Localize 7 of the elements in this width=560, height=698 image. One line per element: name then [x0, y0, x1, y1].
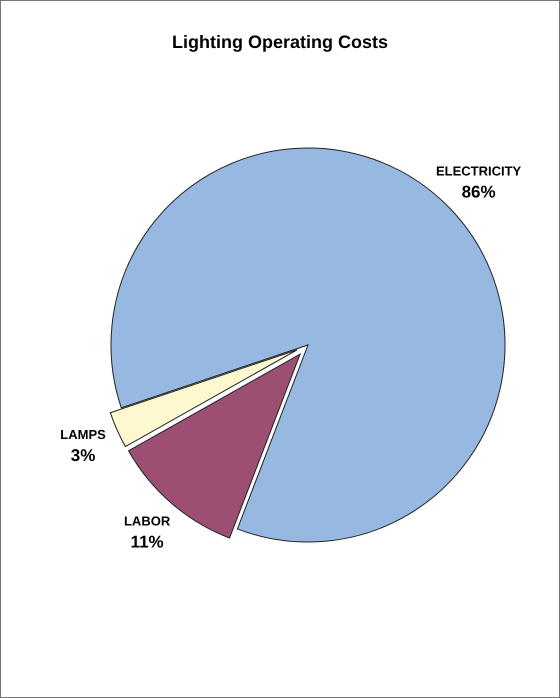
- slice-label: ELECTRICITY: [436, 163, 522, 178]
- chart-title: Lighting Operating Costs: [172, 32, 388, 52]
- data-label: 3%: [70, 446, 96, 466]
- slice-label: LABOR: [124, 513, 171, 528]
- slice-label: LAMPS: [60, 427, 106, 442]
- data-label: 86%: [462, 182, 496, 202]
- data-label: 11%: [130, 532, 164, 552]
